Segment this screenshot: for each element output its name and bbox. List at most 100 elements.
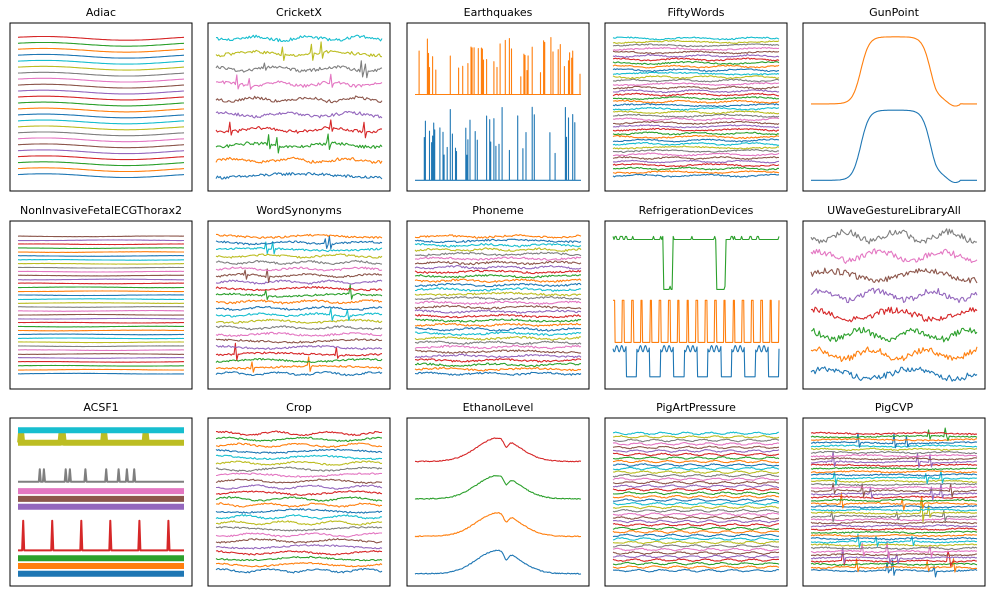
series-line-phoneme-1 (414, 366, 582, 372)
panel-title-refrigerationdevices: RefrigerationDevices (639, 204, 754, 217)
series-line-ethanollevel-1 (414, 512, 582, 538)
series-line-ethanollevel-2 (414, 474, 582, 500)
series-line-pigcvp-3 (810, 549, 977, 567)
series-line-fiftywords-6 (612, 152, 780, 157)
panel-pigcvp: PigCVP (802, 401, 986, 587)
series-line-noninvasivefetalecgthorax2-35 (17, 235, 185, 238)
series-line-uwavegesturelibraryall-5 (810, 267, 978, 284)
series-line-pigcvp-16 (810, 517, 978, 522)
series-line-wordsynonyms-14 (215, 279, 383, 285)
series-line-noninvasivefetalecgthorax2-32 (18, 247, 184, 250)
series-line-acsf1-7 (18, 468, 184, 483)
series-line-pigartpressure-8 (612, 540, 780, 545)
series-line-noninvasivefetalecgthorax2-15 (18, 313, 184, 316)
series-line-adiac-17 (17, 71, 185, 77)
series-line-fiftywords-30 (612, 68, 780, 73)
series-line-phoneme-25 (414, 260, 582, 266)
series-line-uwavegesturelibraryall-0 (810, 366, 978, 382)
series-line-pigcvp-18 (810, 495, 978, 523)
series-line-noninvasivefetalecgthorax2-23 (18, 282, 185, 285)
series-line-noninvasivefetalecgthorax2-4 (17, 357, 185, 359)
series-line-adiac-0 (17, 173, 185, 179)
series-line-fiftywords-28 (612, 75, 780, 80)
series-line-phoneme-24 (414, 264, 582, 270)
series-line-pigartpressure-25 (612, 480, 779, 485)
series-line-pigartpressure-15 (612, 515, 780, 520)
series-line-wordsynonyms-11 (215, 299, 383, 305)
series-line-pigcvp-38 (810, 447, 978, 452)
series-line-fiftywords-11 (612, 134, 780, 139)
series-group-crop (215, 430, 383, 574)
series-line-crop-15 (215, 478, 383, 484)
series-line-pigcvp-40 (810, 432, 978, 449)
series-line-pigartpressure-17 (612, 508, 779, 513)
panel-frame-uwavegesturelibraryall (802, 220, 986, 390)
panel-cricketx: CricketX (207, 6, 391, 192)
series-line-wordsynonyms-15 (215, 268, 383, 284)
panel-frame-wordsynonyms (207, 220, 391, 390)
series-line-wordsynonyms-21 (216, 233, 383, 240)
series-line-pigartpressure-3 (612, 558, 780, 562)
series-line-crop-8 (215, 520, 383, 526)
series-line-pigcvp-6 (810, 540, 978, 559)
series-line-noninvasivefetalecgthorax2-30 (17, 255, 184, 257)
series-line-crop-3 (215, 549, 383, 556)
series-line-pigcvp-12 (810, 530, 978, 535)
series-line-pigartpressure-0 (612, 568, 780, 573)
series-line-crop-22 (215, 436, 382, 443)
series-line-pigartpressure-14 (612, 519, 780, 524)
series-line-fiftywords-26 (612, 82, 780, 87)
series-line-crop-9 (215, 514, 383, 520)
panel-frame-crop (207, 417, 391, 587)
series-line-crop-13 (215, 490, 383, 496)
series-line-pigcvp-25 (810, 482, 978, 498)
series-line-pigcvp-30 (810, 473, 978, 477)
series-line-adiac-10 (17, 113, 185, 119)
series-line-noninvasivefetalecgthorax2-3 (18, 360, 185, 363)
series-line-pigartpressure-11 (612, 530, 780, 534)
series-line-noninvasivefetalecgthorax2-27 (18, 266, 184, 269)
series-line-pigcvp-2 (810, 562, 978, 566)
series-line-phoneme-12 (414, 318, 582, 323)
series-group-ethanollevel (414, 437, 582, 575)
series-line-crop-10 (215, 508, 382, 514)
series-line-phoneme-22 (414, 274, 582, 279)
series-line-pigartpressure-39 (612, 431, 780, 436)
series-line-crop-4 (215, 544, 383, 550)
series-line-fiftywords-34 (612, 54, 780, 58)
panel-frame-noninvasivefetalecgthorax2 (9, 220, 193, 390)
series-line-pigartpressure-35 (612, 445, 780, 450)
series-line-crop-16 (215, 472, 383, 478)
series-line-pigcvp-5 (810, 552, 978, 557)
series-line-pigcvp-13 (810, 527, 978, 531)
series-line-uwavegesturelibraryall-7 (810, 228, 978, 245)
series-line-phoneme-7 (414, 340, 582, 345)
series-line-wordsynonyms-7 (215, 325, 383, 331)
series-group-wordsynonyms (215, 233, 383, 377)
series-line-noninvasivefetalecgthorax2-0 (18, 372, 184, 375)
panel-earthquakes: Earthquakes (406, 6, 590, 192)
series-line-refrigerationdevices-0 (612, 235, 780, 290)
series-line-fiftywords-25 (612, 85, 780, 90)
series-line-pigartpressure-38 (612, 434, 780, 439)
panel-fiftywords: FiftyWords (604, 6, 788, 192)
series-line-wordsynonyms-13 (215, 286, 383, 292)
series-line-adiac-22 (17, 41, 185, 47)
panel-title-fiftywords: FiftyWords (667, 6, 724, 19)
series-line-pigartpressure-16 (612, 512, 780, 517)
series-line-noninvasivefetalecgthorax2-28 (17, 262, 185, 265)
series-line-noninvasivefetalecgthorax2-34 (17, 239, 184, 242)
series-line-phoneme-13 (414, 313, 581, 319)
series-line-fiftywords-9 (612, 141, 779, 146)
series-line-pigartpressure-24 (612, 484, 780, 489)
panel-acsf1: ACSF1 (9, 401, 193, 587)
series-line-adiac-2 (18, 161, 185, 167)
series-line-noninvasivefetalecgthorax2-17 (17, 306, 185, 308)
series-line-pigartpressure-26 (612, 477, 780, 482)
panel-frame-phoneme (406, 220, 590, 390)
series-line-pigartpressure-1 (612, 565, 780, 569)
series-line-ethanollevel-0 (414, 549, 582, 575)
series-line-noninvasivefetalecgthorax2-7 (18, 345, 185, 348)
series-line-pigcvp-33 (810, 463, 978, 467)
panel-frame-fiftywords (604, 22, 788, 192)
